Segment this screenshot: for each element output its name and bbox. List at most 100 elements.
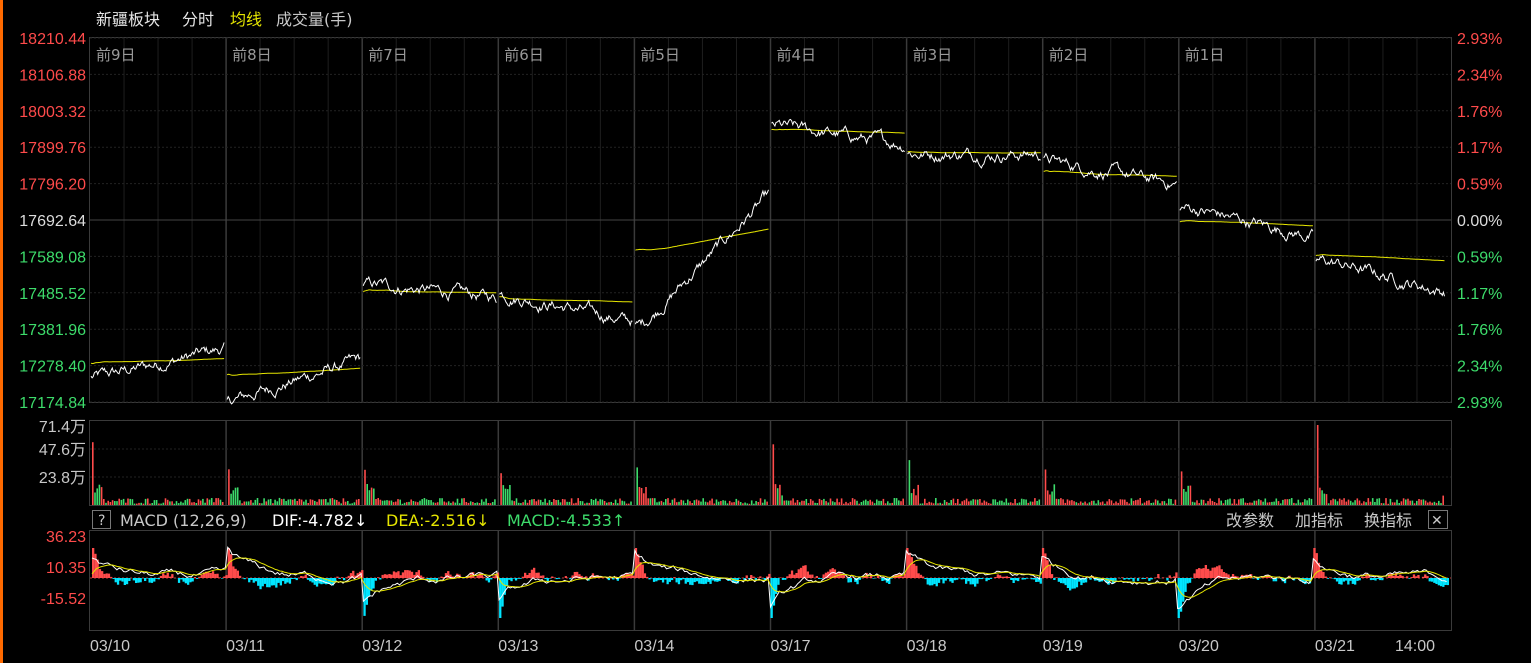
macd-bar (704, 578, 708, 584)
volume-bar (1038, 499, 1041, 505)
macd-bar (998, 575, 1002, 578)
macd-bar (707, 578, 710, 582)
macd-bar (700, 578, 703, 584)
volume-bar (1031, 501, 1034, 505)
volume-bar (1044, 469, 1047, 505)
volume-bar (827, 502, 830, 505)
volume-bar (715, 499, 718, 505)
day-label: 前4日 (777, 46, 817, 64)
macd-bar (1012, 578, 1015, 583)
macd-bar (1335, 578, 1339, 582)
macd-bar (711, 578, 714, 581)
volume-bar (656, 502, 658, 505)
volume-bar (1055, 498, 1058, 505)
volume-bar (1159, 503, 1161, 505)
volume-bar (1121, 499, 1124, 505)
add-indicator-button[interactable]: 加指标 (1295, 511, 1343, 530)
macd-bar (121, 578, 124, 582)
volume-bar (1079, 501, 1082, 505)
volume-bar (1231, 503, 1233, 505)
macd-bar (630, 573, 633, 578)
volume-bar (761, 502, 764, 505)
change-params-button[interactable]: 改参数 (1226, 511, 1274, 530)
macd-bar (689, 578, 692, 585)
macd-bar (1188, 578, 1192, 583)
volume-bar (1023, 499, 1025, 505)
macd-bar (1261, 577, 1264, 578)
volume-bar (219, 499, 222, 505)
volume-bar (709, 500, 711, 505)
close-icon[interactable]: ✕ (1431, 513, 1443, 529)
volume-bar (671, 499, 674, 505)
macd-bar (209, 573, 212, 578)
volume-bar (550, 502, 553, 505)
macd-bar (616, 578, 619, 581)
volume-bar (711, 498, 713, 505)
volume-bar (950, 500, 952, 505)
macd-bar (150, 578, 154, 583)
volume-bar (669, 502, 671, 505)
price-tick: 18106.88 (19, 67, 86, 84)
volume-bar (517, 502, 520, 505)
macd-bar (180, 578, 183, 580)
volume-bar (693, 500, 696, 505)
macd-bar (388, 574, 391, 578)
volume-bar (1420, 499, 1422, 505)
volume-bar (943, 500, 946, 505)
macd-bar (512, 578, 515, 579)
macd-bar (1412, 574, 1416, 578)
macd-bar (1089, 578, 1092, 580)
volume-bar (1418, 499, 1420, 505)
macd-bar (1410, 577, 1413, 578)
volume-bar (924, 498, 926, 505)
macd-bar (128, 578, 131, 581)
switch-indicator-button[interactable]: 换指标 (1364, 511, 1412, 530)
volume-bar (228, 469, 230, 505)
volume-bar (579, 501, 582, 505)
macd-bar (234, 568, 237, 578)
macd-bar (1390, 573, 1393, 578)
macd-bar (223, 576, 226, 578)
tab-intraday[interactable]: 分时 (182, 10, 214, 29)
macd-bar (578, 574, 581, 578)
volume-bar (1389, 498, 1392, 505)
volume-bar (441, 498, 443, 505)
volume-bar (882, 498, 885, 505)
macd-bar (392, 571, 396, 578)
macd-bar (1322, 572, 1325, 578)
macd-bar (1039, 578, 1042, 584)
volume-bar (889, 503, 891, 505)
macd-bar (646, 576, 649, 578)
volume-bar (129, 498, 131, 505)
help-button[interactable] (92, 510, 111, 529)
macd-bar (804, 565, 807, 578)
volume-bar (513, 501, 516, 505)
volume-bar (871, 501, 874, 505)
macd-bar (1143, 578, 1146, 579)
volume-bar (776, 488, 779, 505)
volume-bar (528, 500, 531, 505)
volume-bar (1093, 500, 1095, 505)
help-icon[interactable]: ? (98, 513, 105, 529)
avg-series-line (635, 228, 769, 251)
volume-bar (1308, 498, 1311, 505)
close-button[interactable] (1428, 510, 1448, 529)
macd-bar (1005, 576, 1008, 578)
macd-bar (419, 575, 423, 578)
volume-bar (998, 500, 1001, 505)
macd-bar (1123, 578, 1126, 580)
volume-bar (750, 500, 753, 505)
tab-volume[interactable]: 成交量(手) (276, 10, 353, 29)
volume-bar (430, 500, 432, 505)
volume-bar (1387, 503, 1389, 505)
date-axis: 03/10 03/11 03/12 03/13 03/14 03/17 03/18 03/19… (90, 638, 1435, 655)
volume-bar (1132, 500, 1135, 505)
macd-bar (915, 565, 918, 578)
volume-bar (1240, 498, 1242, 505)
grid (90, 37, 1451, 630)
volume-bar (432, 502, 435, 505)
macd-bar (1041, 548, 1045, 578)
tab-avgline[interactable]: 均线 (230, 10, 262, 29)
macd-bar (1055, 577, 1058, 578)
